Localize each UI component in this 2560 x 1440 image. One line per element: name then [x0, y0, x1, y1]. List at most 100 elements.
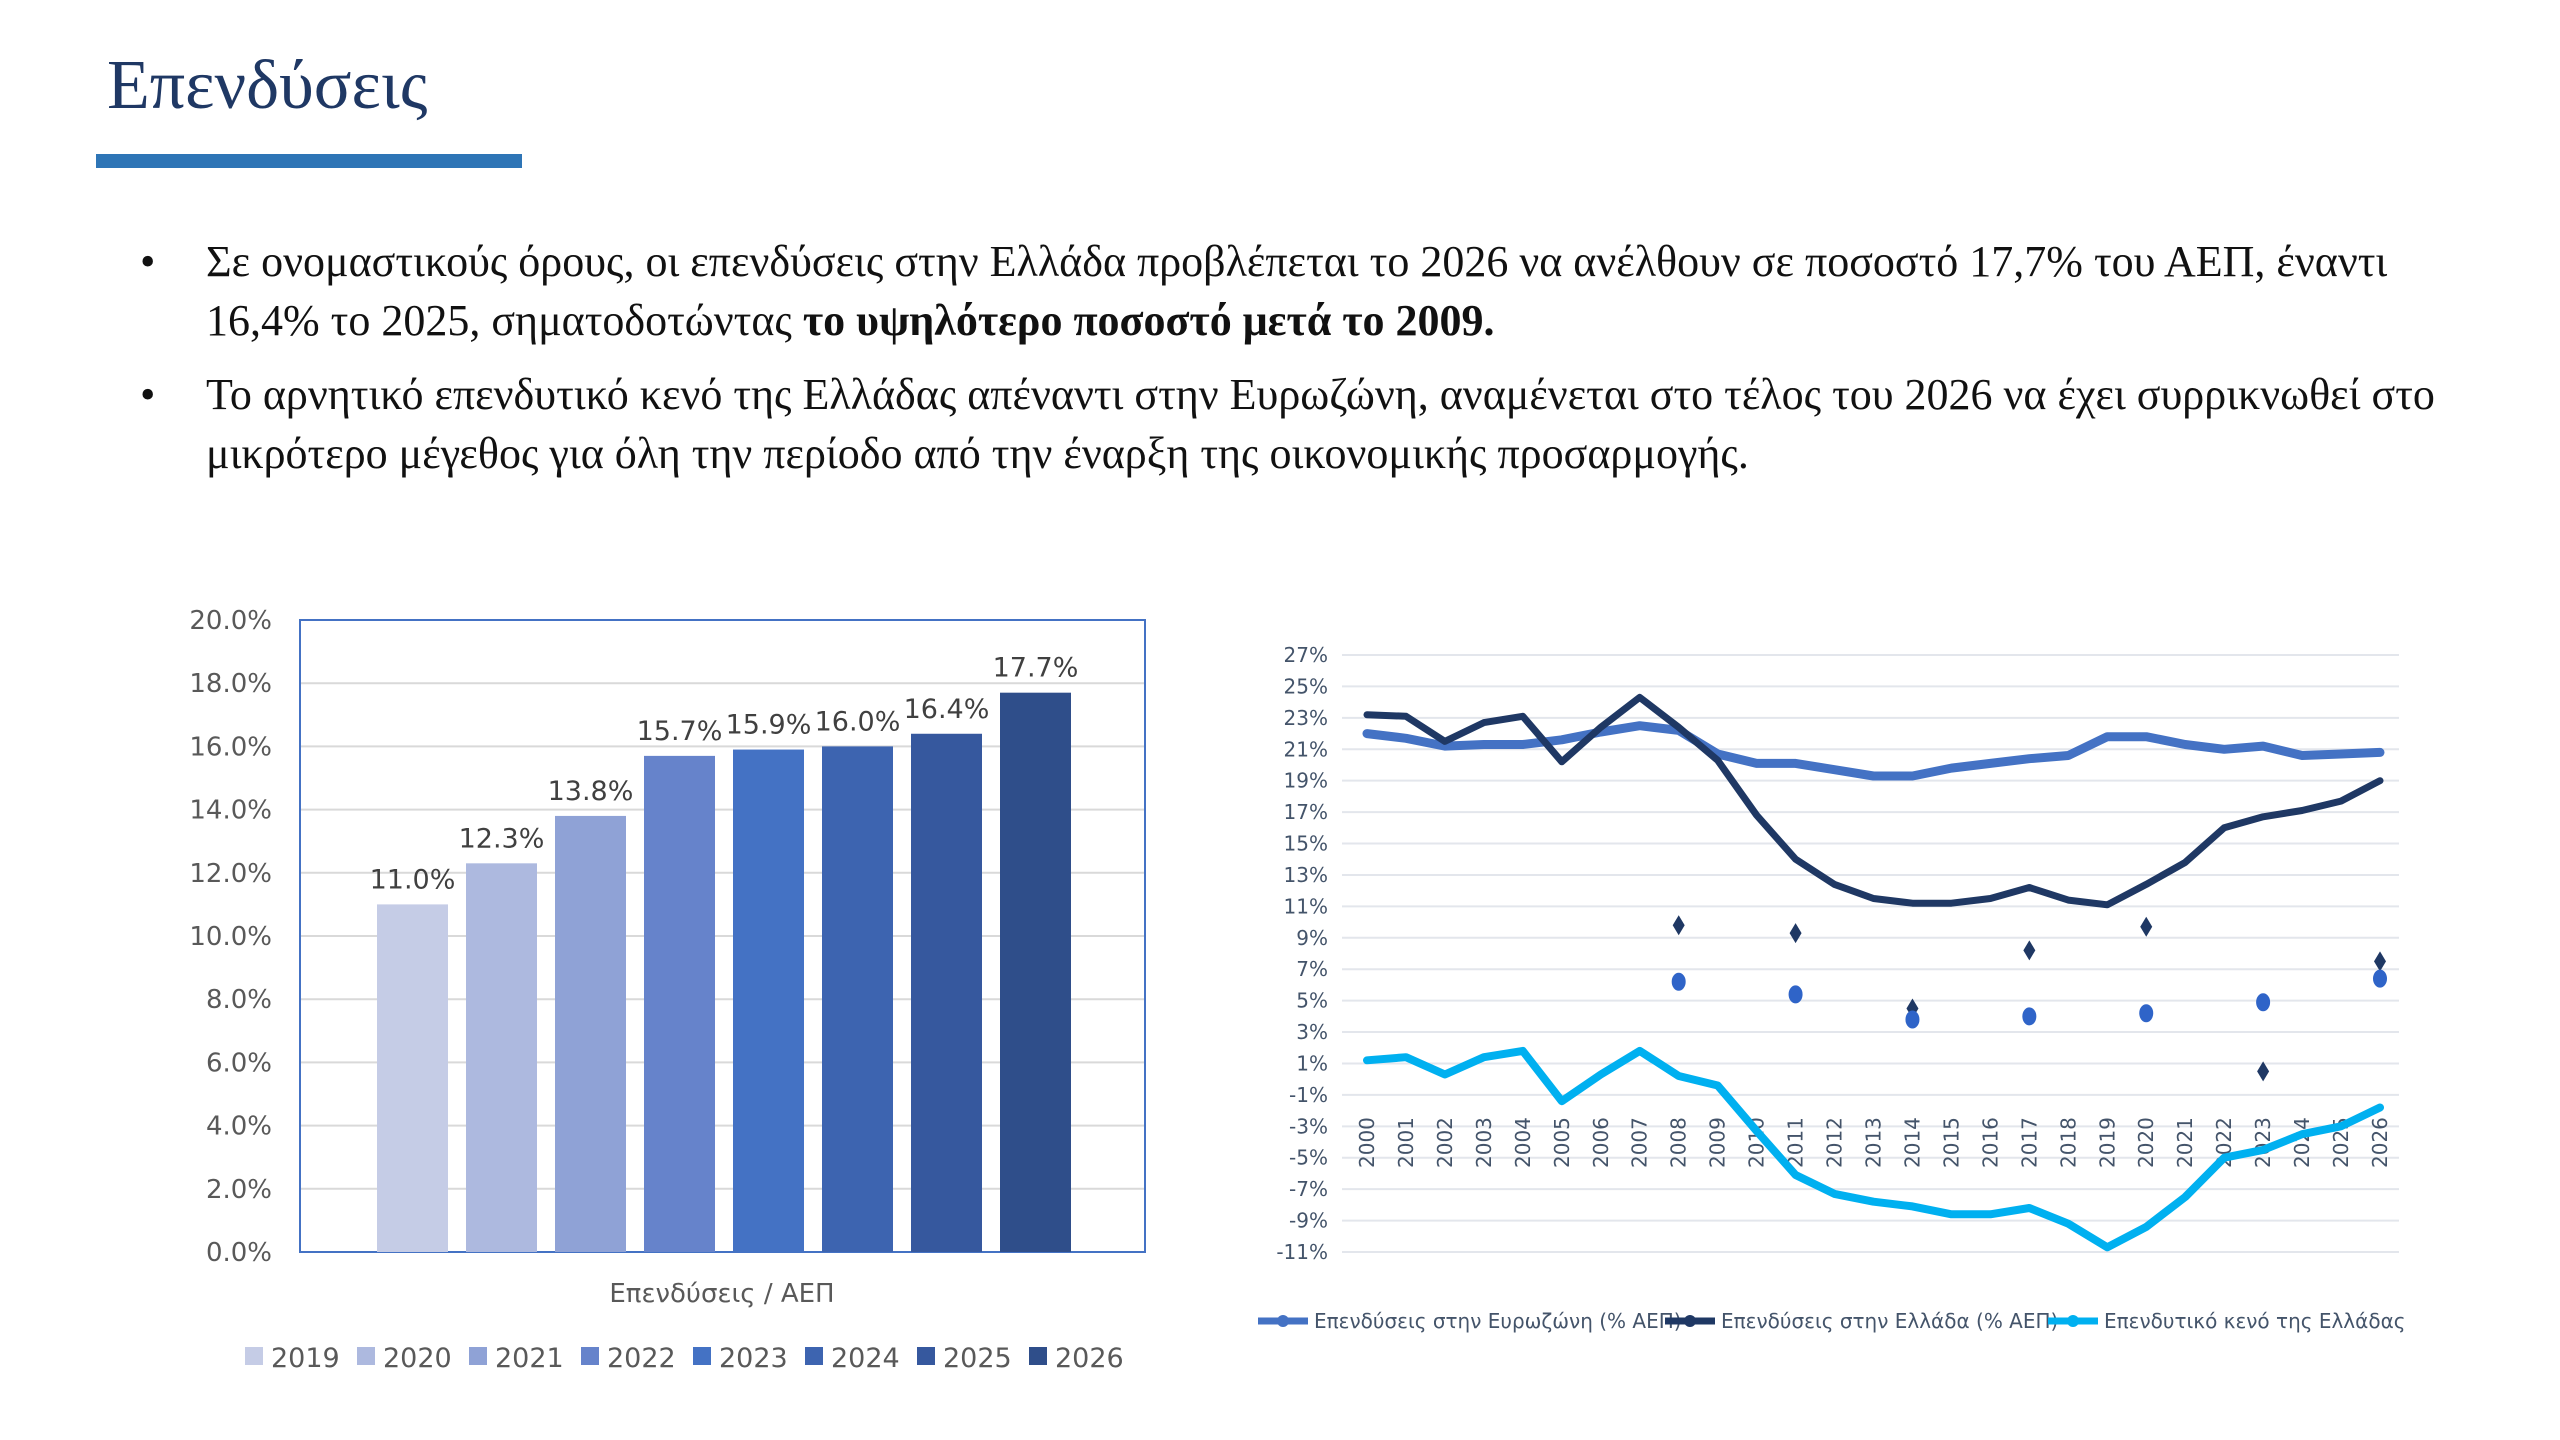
legend-label: 2019: [271, 1343, 340, 1374]
legend-swatch: [245, 1347, 263, 1365]
y-tick-label: 1%: [1296, 1051, 1328, 1075]
x-tick-label: 2007: [1628, 1117, 1652, 1168]
title-underline: [96, 154, 522, 168]
circle-marker: [1905, 1010, 1920, 1029]
series-line-0: [1362, 721, 2385, 781]
y-tick-label: 18.0%: [189, 669, 272, 699]
bullet-item: • Σε ονομαστικούς όρους, οι επενδύσεις σ…: [140, 232, 2460, 350]
y-tick-label: 2.0%: [206, 1175, 272, 1205]
plot-border: [299, 619, 1146, 1253]
y-tick-label: 27%: [1284, 643, 1328, 667]
y-tick-label: 3%: [1296, 1020, 1328, 1044]
legend-label: 2021: [495, 1343, 564, 1374]
legend-swatch: [805, 1347, 823, 1365]
legend-marker: [2067, 1315, 2079, 1327]
diamond-marker: [2023, 940, 2036, 961]
bar-2022: [644, 755, 715, 1252]
circle-marker: [1671, 972, 1686, 991]
y-tick-label: 19%: [1284, 769, 1328, 793]
series-line-1: [1363, 693, 2384, 909]
x-tick-label: 2018: [2056, 1117, 2080, 1168]
bar-2021: [555, 815, 626, 1252]
bullet-icon: •: [140, 370, 156, 419]
bar-2026: [1000, 692, 1071, 1252]
y-tick-label: 23%: [1284, 706, 1328, 730]
x-tick-label: 2008: [1667, 1117, 1691, 1168]
x-tick-label: 2019: [2095, 1117, 2119, 1168]
y-tick-label: 9%: [1296, 926, 1328, 950]
x-tick-label: 2001: [1394, 1117, 1418, 1168]
y-tick-label: 8.0%: [206, 985, 272, 1015]
y-tick-label: 12.0%: [189, 859, 272, 889]
y-tick-label: 21%: [1284, 737, 1328, 761]
data-label: 17.7%: [993, 653, 1079, 684]
x-tick-label: 2016: [1978, 1117, 2002, 1168]
legend-marker: [1684, 1315, 1696, 1327]
legend-swatch: [1029, 1347, 1047, 1365]
y-tick-label: 5%: [1296, 989, 1328, 1013]
bullet-icon: •: [140, 237, 156, 286]
legend-label: 2022: [607, 1343, 676, 1374]
legend-swatch: [693, 1347, 711, 1365]
legend-label: 2026: [1055, 1343, 1124, 1374]
bullet-text: Σε ονομαστικούς όρους, οι επενδύσεις στη…: [206, 237, 2388, 345]
y-tick-label: -1%: [1289, 1083, 1328, 1107]
y-tick-label: -5%: [1289, 1146, 1328, 1170]
y-tick-label: 0.0%: [206, 1238, 272, 1268]
legend-label: Επενδύσεις στην Ευρωζώνη (% ΑΕΠ): [1314, 1309, 1682, 1333]
legend-marker: [1277, 1315, 1289, 1327]
x-tick-label: 2004: [1511, 1117, 1535, 1168]
x-tick-label: 2003: [1472, 1117, 1496, 1168]
legend-swatch: [581, 1347, 599, 1365]
x-tick-label: 2017: [2017, 1117, 2041, 1168]
y-tick-label: -7%: [1289, 1177, 1328, 1201]
page-title: Επενδύσεις: [107, 47, 428, 124]
bar-2019: [377, 904, 448, 1252]
diamond-marker: [1672, 915, 1685, 936]
circle-marker: [1788, 985, 1803, 1004]
y-tick-label: 16.0%: [189, 732, 272, 762]
diamond-marker: [2257, 1061, 2270, 1082]
x-tick-label: 2026: [2368, 1117, 2392, 1168]
bullet-item: • Το αρνητικό επενδυτικό κενό της Ελλάδα…: [140, 365, 2460, 483]
x-tick-label: 2024: [2290, 1117, 2314, 1168]
data-label: 13.8%: [548, 776, 634, 807]
y-tick-label: 15%: [1284, 832, 1328, 856]
bullet-list: • Σε ονομαστικούς όρους, οι επενδύσεις σ…: [140, 232, 2460, 498]
x-tick-label: 2021: [2173, 1117, 2197, 1168]
y-tick-label: 10.0%: [189, 922, 272, 952]
y-tick-label: 13%: [1284, 863, 1328, 887]
legend-swatch: [357, 1347, 375, 1365]
y-tick-label: 4.0%: [206, 1112, 272, 1142]
bullet-bold-text: το υψηλότερο ποσοστό μετά το 2009.: [802, 296, 1495, 345]
y-tick-label: -9%: [1289, 1209, 1328, 1233]
y-tick-label: 6.0%: [206, 1048, 272, 1078]
legend-label: 2023: [719, 1343, 788, 1374]
legend-label: 2024: [831, 1343, 900, 1374]
x-tick-label: 2012: [1823, 1117, 1847, 1168]
series-line-2: [1363, 1046, 2384, 1252]
data-label: 15.9%: [726, 710, 812, 741]
legend-label: Επενδυτικό κενό της Ελλάδας: [2104, 1309, 2405, 1333]
x-tick-label: 2002: [1433, 1117, 1457, 1168]
circle-marker: [2373, 969, 2387, 988]
data-label: 16.0%: [815, 706, 901, 737]
legend-swatch: [469, 1347, 487, 1365]
diamond-marker: [1789, 923, 1802, 944]
data-label: 12.3%: [459, 823, 545, 854]
y-tick-label: 25%: [1284, 674, 1328, 698]
circle-marker: [2256, 993, 2271, 1012]
x-tick-label: 2000: [1355, 1117, 1379, 1168]
y-tick-label: 11%: [1284, 894, 1328, 918]
x-tick-label: 2020: [2134, 1117, 2158, 1168]
x-tick-label: 2015: [1939, 1117, 1963, 1168]
diamond-marker: [2140, 916, 2153, 937]
legend-swatch: [917, 1347, 935, 1365]
legend-label: 2020: [383, 1343, 452, 1374]
x-tick-label: 2014: [1900, 1117, 1924, 1168]
x-axis-title: Επενδύσεις / ΑΕΠ: [609, 1279, 834, 1309]
x-tick-label: 2013: [1862, 1117, 1886, 1168]
data-label: 15.7%: [637, 716, 723, 747]
legend-label: 2025: [943, 1343, 1012, 1374]
